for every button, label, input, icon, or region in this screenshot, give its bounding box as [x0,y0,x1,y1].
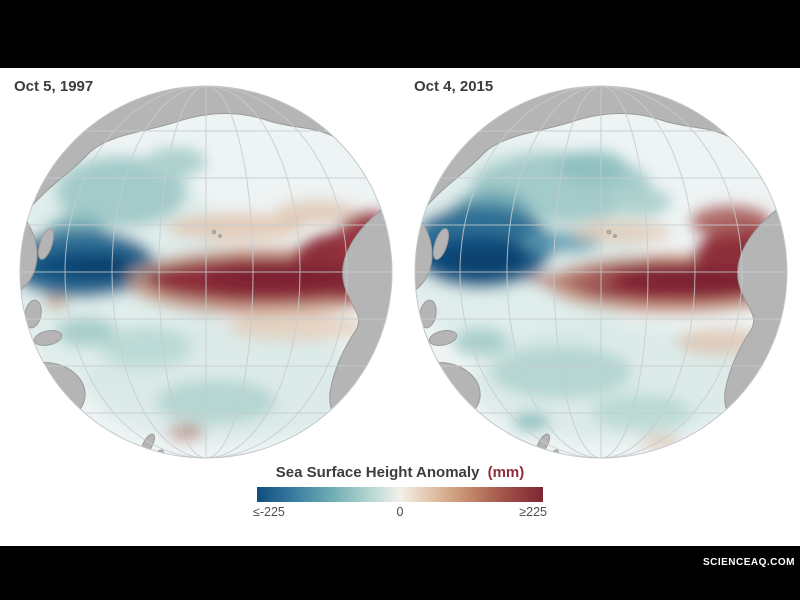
colorbar-zero-label: 0 [396,505,404,519]
colorbar-title-text: Sea Surface Height Anomaly [275,464,480,481]
letterbox-top [0,0,800,68]
letterbox-bottom: SCIENCEAQ.COM [0,546,800,600]
watermark: SCIENCEAQ.COM [702,557,795,568]
colorbar-unit: (mm) [487,464,525,481]
colorbar-min-label: ≤-225 [253,505,285,519]
panel-date-2015: Oct 4, 2015 [414,78,494,95]
colorbar-gradient [257,487,543,502]
colorbar-max-label: ≥225 [519,505,547,519]
globe-1997 [19,85,393,459]
globes-graphic [19,85,788,459]
colorbar-labels: ≤-225 0 ≥225 [253,505,547,521]
figure-panel: Oct 5, 1997 Oct 4, 2015 [0,68,800,546]
panel-date-1997: Oct 5, 1997 [14,78,94,95]
colorbar-title: Sea Surface Height Anomaly (mm) [0,464,800,481]
globe-2015 [414,85,788,459]
